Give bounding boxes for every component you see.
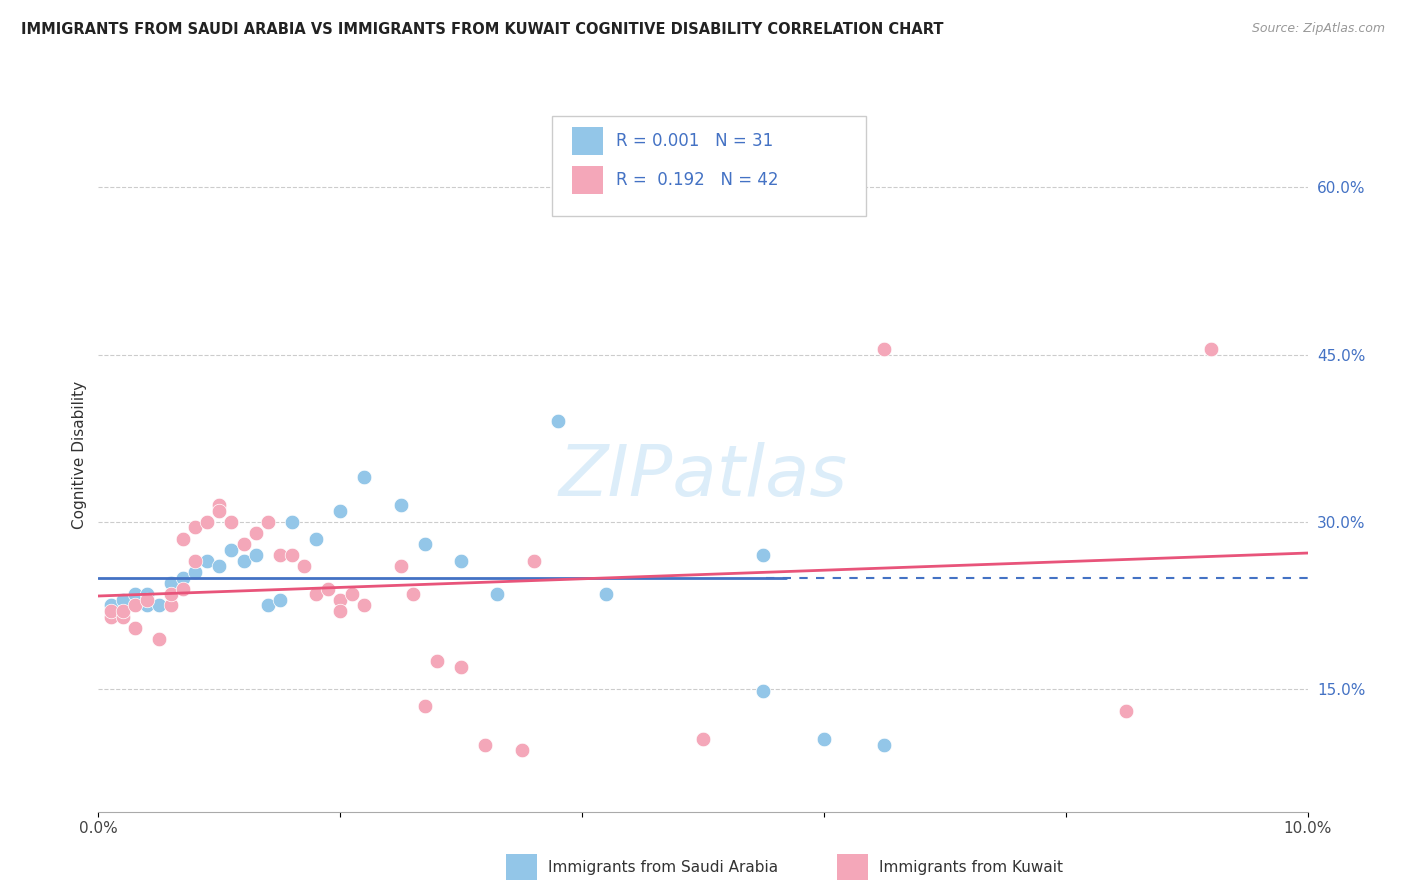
- FancyBboxPatch shape: [553, 116, 866, 216]
- Point: [329, 592, 352, 607]
- Point: [269, 592, 291, 607]
- Point: [184, 554, 207, 568]
- Point: [245, 548, 267, 563]
- Point: [124, 621, 146, 635]
- Point: [292, 559, 315, 574]
- Point: [1199, 342, 1222, 356]
- Point: [148, 632, 170, 646]
- Point: [389, 559, 412, 574]
- Point: [474, 738, 496, 752]
- Point: [256, 599, 278, 613]
- Text: R =  0.192   N = 42: R = 0.192 N = 42: [616, 171, 779, 189]
- Point: [523, 554, 546, 568]
- Point: [232, 554, 254, 568]
- Point: [172, 582, 194, 596]
- Point: [148, 599, 170, 613]
- Text: Immigrants from Saudi Arabia: Immigrants from Saudi Arabia: [548, 860, 779, 874]
- Point: [413, 698, 436, 713]
- Point: [208, 498, 231, 512]
- Point: [111, 604, 134, 618]
- Point: [184, 565, 207, 579]
- Point: [245, 526, 267, 541]
- Point: [752, 684, 775, 698]
- Text: IMMIGRANTS FROM SAUDI ARABIA VS IMMIGRANTS FROM KUWAIT COGNITIVE DISABILITY CORR: IMMIGRANTS FROM SAUDI ARABIA VS IMMIGRAN…: [21, 22, 943, 37]
- Text: Source: ZipAtlas.com: Source: ZipAtlas.com: [1251, 22, 1385, 36]
- Point: [195, 515, 218, 529]
- Point: [413, 537, 436, 551]
- Point: [172, 532, 194, 546]
- Point: [269, 548, 291, 563]
- Point: [184, 520, 207, 534]
- Point: [100, 609, 122, 624]
- Point: [221, 515, 243, 529]
- Point: [752, 548, 775, 563]
- Point: [208, 503, 231, 517]
- Point: [160, 587, 183, 601]
- Point: [1115, 705, 1137, 719]
- FancyBboxPatch shape: [572, 127, 603, 155]
- Point: [342, 587, 364, 601]
- Point: [124, 587, 146, 601]
- Y-axis label: Cognitive Disability: Cognitive Disability: [72, 381, 87, 529]
- Point: [353, 599, 375, 613]
- Point: [135, 592, 157, 607]
- Point: [873, 738, 896, 752]
- Point: [281, 548, 304, 563]
- Text: Immigrants from Kuwait: Immigrants from Kuwait: [879, 860, 1063, 874]
- Point: [547, 414, 569, 428]
- Point: [160, 599, 183, 613]
- Point: [160, 576, 183, 591]
- Point: [100, 604, 122, 618]
- Point: [124, 599, 146, 613]
- Point: [329, 604, 352, 618]
- Point: [281, 515, 304, 529]
- Point: [389, 498, 412, 512]
- Point: [135, 587, 157, 601]
- Point: [256, 515, 278, 529]
- Point: [450, 554, 472, 568]
- Point: [195, 554, 218, 568]
- Point: [486, 587, 509, 601]
- Point: [595, 587, 617, 601]
- Point: [426, 654, 449, 668]
- Point: [813, 732, 835, 747]
- Point: [172, 571, 194, 585]
- Point: [232, 537, 254, 551]
- Point: [329, 503, 352, 517]
- Point: [221, 542, 243, 557]
- Point: [208, 559, 231, 574]
- Point: [402, 587, 425, 601]
- Point: [160, 587, 183, 601]
- Point: [692, 732, 714, 747]
- Text: ZIPatlas: ZIPatlas: [558, 442, 848, 511]
- Point: [100, 599, 122, 613]
- Point: [510, 743, 533, 757]
- Point: [111, 592, 134, 607]
- FancyBboxPatch shape: [572, 166, 603, 194]
- Point: [135, 599, 157, 613]
- Point: [316, 582, 339, 596]
- Text: R = 0.001   N = 31: R = 0.001 N = 31: [616, 132, 773, 150]
- Point: [450, 660, 472, 674]
- Point: [353, 470, 375, 484]
- Point: [305, 532, 328, 546]
- Point: [873, 342, 896, 356]
- Point: [111, 609, 134, 624]
- Point: [305, 587, 328, 601]
